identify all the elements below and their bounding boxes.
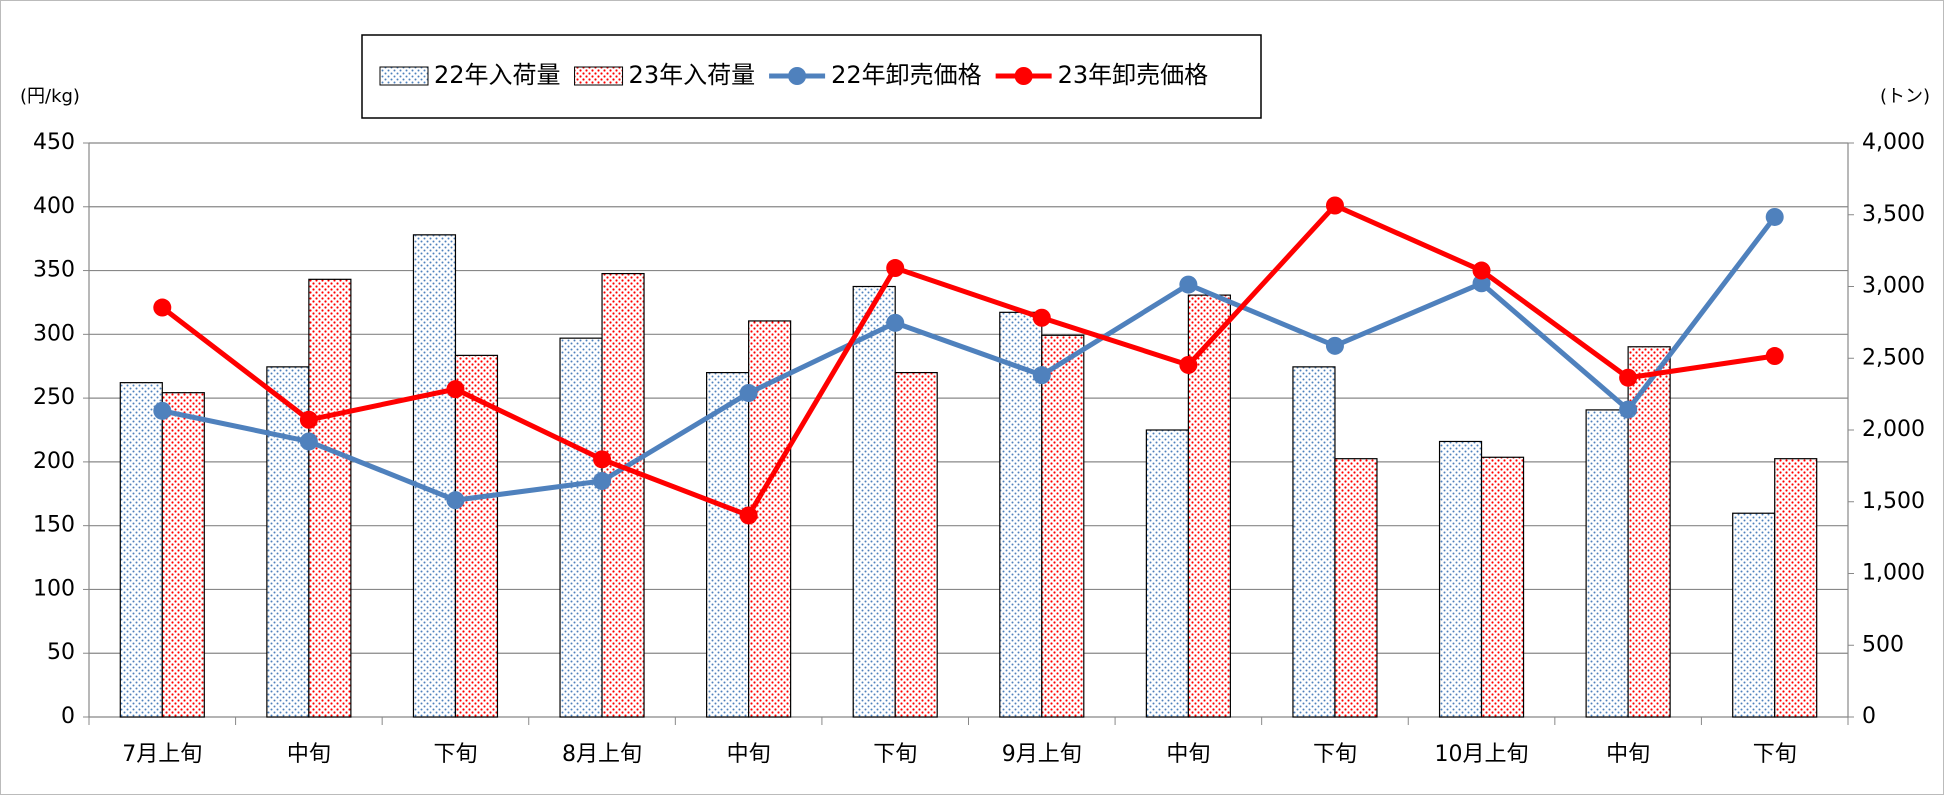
marker <box>1179 355 1198 374</box>
marker <box>593 450 612 469</box>
y2-tick-label: 1,500 <box>1862 489 1925 514</box>
bar <box>1041 334 1085 718</box>
y-tick-label: 450 <box>33 130 75 155</box>
marker <box>1619 368 1638 387</box>
y2-tick-label: 500 <box>1862 632 1904 657</box>
x-tick-label: 9月上旬 <box>1002 742 1082 767</box>
legend-label: 23年入荷量 <box>629 61 756 89</box>
x-tick-label: 7月上旬 <box>122 742 202 767</box>
bar <box>1732 512 1776 718</box>
x-tick-label: 中旬 <box>287 742 331 767</box>
marker <box>153 401 172 420</box>
bar <box>161 392 205 718</box>
legend-swatch <box>574 66 624 86</box>
y-unit: (円/kg) <box>20 86 80 107</box>
marker <box>1472 261 1491 280</box>
marker <box>446 380 465 399</box>
legend-marker <box>1014 67 1033 85</box>
bar <box>706 372 750 718</box>
marker <box>886 313 905 332</box>
y-tick-label: 250 <box>33 385 75 410</box>
legend-label: 22年入荷量 <box>434 61 561 89</box>
y-tick-label: 400 <box>33 194 75 219</box>
marker <box>593 472 612 491</box>
marker <box>1765 347 1784 366</box>
marker <box>1325 336 1344 355</box>
x-tick-label: 下旬 <box>1753 742 1797 767</box>
legend-marker <box>788 67 807 85</box>
line <box>161 215 1777 503</box>
x-tick-label: 下旬 <box>1313 742 1357 767</box>
bar <box>1585 409 1629 718</box>
bar <box>601 272 645 718</box>
marker <box>299 432 318 451</box>
bar <box>559 337 603 718</box>
line <box>160 202 1776 519</box>
y2-tick-label: 3,000 <box>1862 274 1925 299</box>
bar <box>454 354 499 718</box>
marker <box>1472 274 1491 293</box>
y2-tick-label: 2,000 <box>1862 417 1925 442</box>
y2-tick-label: 4,000 <box>1862 130 1925 155</box>
marker <box>299 410 318 429</box>
y-tick-label: 300 <box>33 321 75 346</box>
marker <box>1032 308 1051 327</box>
legend-label: 23年卸売価格 <box>1058 61 1209 89</box>
marker <box>1032 366 1051 385</box>
bar <box>1334 458 1378 718</box>
bar <box>1292 366 1336 718</box>
bar <box>308 278 352 718</box>
marker <box>446 491 465 510</box>
y2-tick-label: 3,500 <box>1862 202 1925 227</box>
y-tick-label: 200 <box>33 449 75 474</box>
marker <box>739 506 758 525</box>
y-tick-label: 350 <box>33 258 75 283</box>
x-tick-label: 10月上旬 <box>1435 742 1529 767</box>
bar <box>1480 456 1525 718</box>
y-tick-label: 0 <box>61 704 75 729</box>
bar <box>894 372 938 718</box>
marker <box>153 298 172 317</box>
marker <box>886 259 905 278</box>
y2-tick-label: 1,000 <box>1862 561 1925 586</box>
x-tick-label: 中旬 <box>1606 742 1650 767</box>
y-tick-label: 50 <box>47 640 75 665</box>
bar <box>1145 429 1189 718</box>
x-tick-label: 下旬 <box>873 742 917 767</box>
x-tick-label: 8月上旬 <box>562 742 642 767</box>
y2-tick-label: 2,500 <box>1862 345 1925 370</box>
marker <box>739 384 758 403</box>
bar <box>1438 440 1483 718</box>
y-tick-label: 150 <box>33 513 75 538</box>
marker <box>1765 207 1784 226</box>
bar <box>852 285 896 718</box>
y-tick-label: 100 <box>33 576 75 601</box>
y2-unit: (トン) <box>1880 86 1930 107</box>
legend-swatch <box>379 66 429 86</box>
y2-tick-label: 0 <box>1862 704 1876 729</box>
marker <box>1619 400 1638 419</box>
x-tick-label: 中旬 <box>1166 742 1210 767</box>
marker <box>1325 196 1344 215</box>
x-tick-label: 中旬 <box>727 742 771 767</box>
bar <box>1774 458 1818 718</box>
legend-label: 22年卸売価格 <box>831 61 982 89</box>
bar <box>119 382 163 718</box>
bar <box>412 234 457 718</box>
marker <box>1179 275 1198 294</box>
x-tick-label: 下旬 <box>433 742 477 767</box>
